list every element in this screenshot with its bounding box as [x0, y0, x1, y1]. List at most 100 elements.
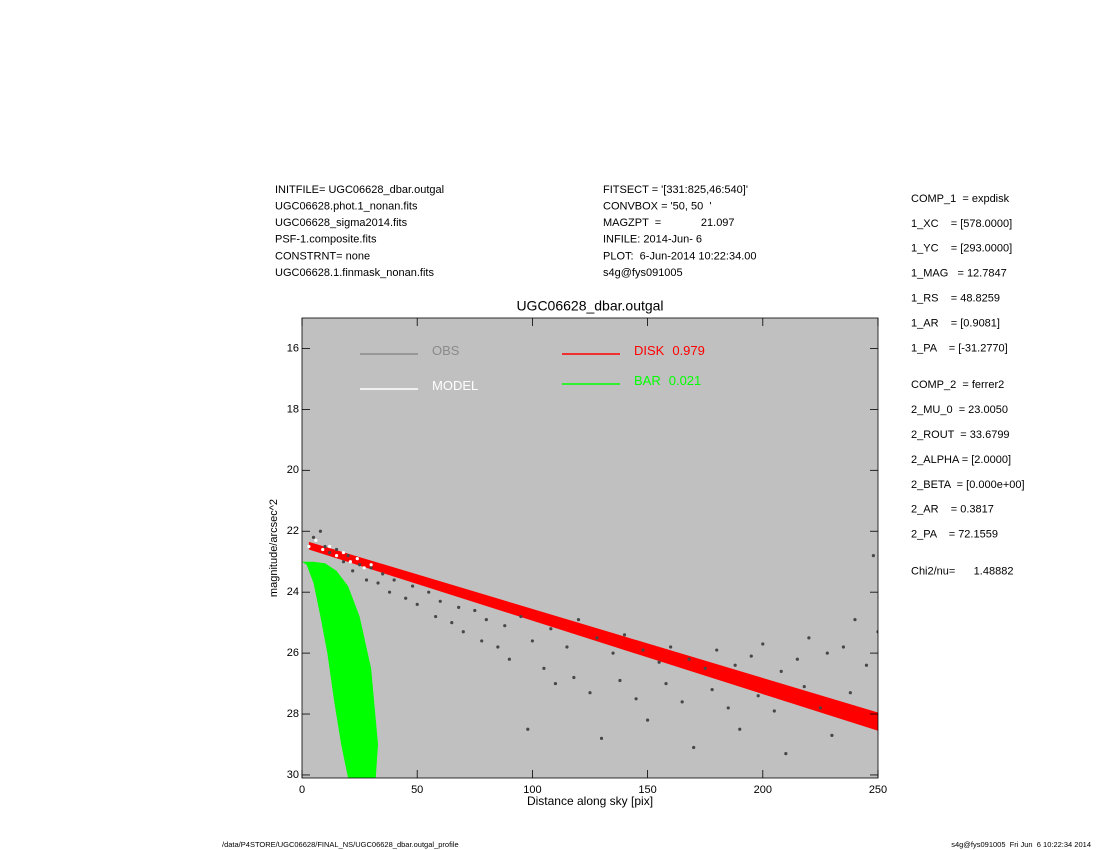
data-point [526, 727, 530, 731]
data-point [618, 678, 622, 683]
header-line: INFILE: 2014-Jun- 6 [603, 234, 702, 246]
data-point [387, 590, 392, 594]
header-line: UGC06628.1.finmask_nonan.fits [275, 267, 434, 279]
data-point [311, 535, 316, 539]
data-point [334, 554, 339, 558]
legend-name: DISK [634, 343, 665, 358]
header-line: PLOT: 6-Jun-2014 10:22:34.00 [603, 250, 757, 262]
data-point [692, 745, 696, 750]
data-point [328, 544, 332, 549]
data-point [848, 691, 852, 695]
model-band [302, 561, 379, 778]
data-point [496, 645, 500, 649]
data-point [364, 578, 369, 582]
data-point [772, 709, 776, 713]
data-point [738, 727, 742, 731]
axes: 0 50 100 150 200 250 16 18 20 22 24 26 28 30 [287, 318, 887, 796]
header-line: MAGZPT = 21.097 [603, 217, 735, 229]
parameter: 2_MU_0 = 23.0050 [911, 404, 1008, 416]
data-point [710, 688, 714, 692]
data-point [369, 563, 373, 567]
data-point [355, 557, 359, 561]
parameter: 1_RS = 48.8259 [911, 293, 1000, 305]
parameter: 2_AR = 0.3817 [911, 504, 994, 516]
data-point [542, 666, 546, 670]
data-point [588, 691, 592, 695]
header-line: UGC06628_sigma2014.fits [275, 217, 408, 229]
data-point [457, 605, 461, 610]
data-point [381, 572, 385, 576]
header-line: CONVBOX = '50, 50 ' [603, 201, 711, 213]
parameter: COMP_1 = expdisk [911, 193, 1010, 205]
header-line: PSF-1.composite.fits [275, 234, 377, 246]
parameter: 1_MAG = 12.7847 [911, 268, 1007, 280]
parameter: 1_YC = [293.0000] [911, 243, 1012, 255]
legend-label: MODEL [432, 378, 478, 393]
data-point [321, 547, 325, 552]
data-point [348, 560, 352, 564]
legend-name: MODEL [432, 378, 478, 393]
data-point [461, 630, 465, 634]
header: INITFILE= UGC06628_dbar.outgal UGC06628.p… [275, 184, 757, 279]
data-point [622, 633, 627, 637]
legend-label: BAR 0.021 [634, 373, 701, 388]
data-point [565, 645, 569, 649]
data-point [784, 752, 788, 756]
legend-label: DISK 0.979 [634, 343, 705, 358]
parameter: 2_ROUT = 33.6799 [911, 429, 1010, 441]
data-point [802, 685, 806, 689]
data-point [480, 639, 484, 643]
parameter: 1_AR = [0.9081] [911, 317, 1000, 329]
data-point [318, 529, 323, 533]
data-point [611, 651, 615, 655]
y-tick-label: 18 [287, 403, 299, 415]
data-point [703, 666, 707, 670]
data-point [473, 608, 477, 613]
data-point [756, 694, 760, 698]
data-point [415, 602, 419, 606]
data-point [323, 544, 327, 549]
data-point [715, 648, 719, 652]
data-point [841, 645, 846, 649]
data-point [507, 657, 511, 661]
data-point [680, 700, 684, 704]
data-point [657, 660, 661, 664]
parameter: 2_ALPHA = [2.0000] [911, 454, 1011, 466]
model-band [308, 541, 878, 731]
legend-fraction: 0.979 [672, 343, 705, 358]
data-point [503, 624, 507, 628]
x-tick-label: 50 [411, 784, 423, 796]
data-point [369, 566, 373, 570]
parameter: 2_PA = 72.1559 [911, 529, 998, 541]
data-point [519, 614, 523, 619]
y-tick-label: 30 [287, 769, 299, 781]
data-point [726, 706, 730, 710]
data-point [334, 547, 339, 552]
data-point [871, 554, 875, 558]
y-tick-label: 26 [287, 647, 299, 659]
data-point [599, 736, 604, 740]
data-point [634, 697, 638, 701]
data-point [438, 599, 442, 603]
y-tick-label: 28 [287, 708, 299, 720]
data-point [669, 645, 673, 649]
data-point [376, 581, 380, 585]
data-point [830, 733, 834, 737]
data-point [595, 636, 599, 640]
data-point [328, 550, 332, 555]
x-tick-label: 0 [299, 784, 305, 796]
data-point [358, 563, 362, 567]
parameter: Chi2/nu= 1.48882 [911, 566, 1013, 578]
data-point [853, 617, 857, 622]
footer-path: /data/P4STORE/UGC06628/FINAL_NS/UGC06628… [222, 840, 459, 849]
data-point [314, 538, 318, 542]
footer-stamp: s4g@fys091005 Fri Jun 6 10:22:34 2014 [951, 840, 1091, 849]
y-tick-label: 20 [287, 464, 299, 476]
data-point [818, 706, 823, 710]
data-point [427, 590, 431, 594]
data-point [795, 657, 799, 661]
chart-title: UGC06628_dbar.outgal [516, 298, 663, 314]
data-point [346, 554, 350, 558]
data-point [341, 550, 346, 555]
data-point [761, 642, 765, 646]
